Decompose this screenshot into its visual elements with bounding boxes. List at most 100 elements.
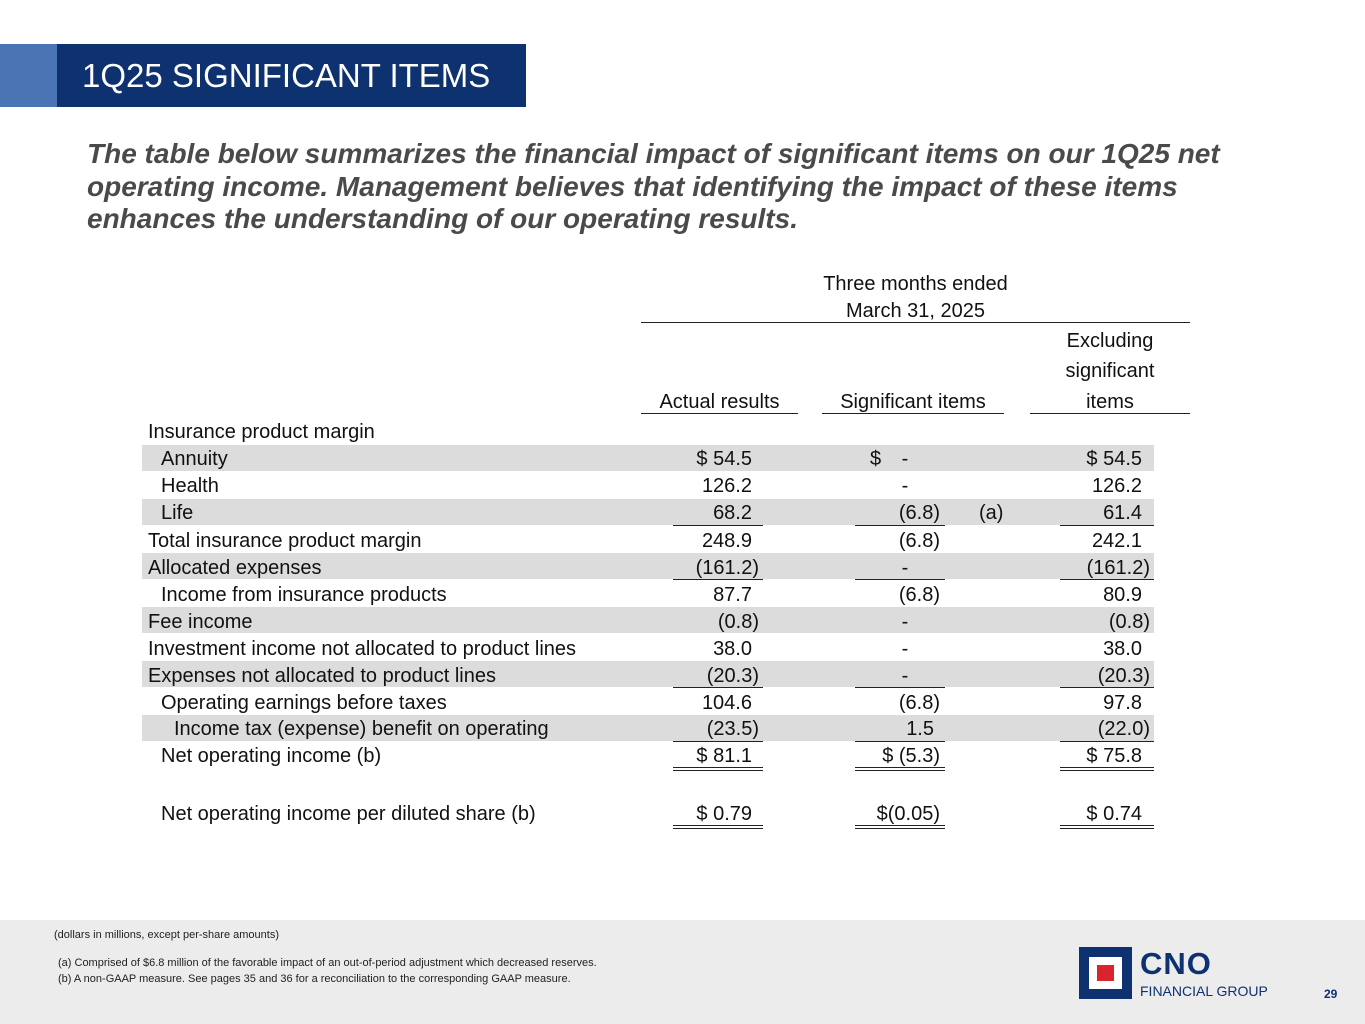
units-note: (dollars in millions, except per-share a… bbox=[54, 929, 279, 941]
column-rule-actual bbox=[641, 413, 798, 414]
cell-income-insurance-significant: (6.8) bbox=[898, 584, 940, 606]
column-header-excluding-line2: significant bbox=[1065, 360, 1155, 382]
footer-panel bbox=[0, 920, 1365, 1024]
row-label-net-operating-income: Net operating income (b) bbox=[161, 745, 382, 767]
cell-health-significant: - bbox=[901, 475, 909, 497]
row-stripe bbox=[142, 499, 1154, 525]
cell-operating-earnings-significant: (6.8) bbox=[898, 692, 940, 714]
column-header-excluding-line1: Excluding bbox=[1066, 330, 1154, 352]
underline bbox=[855, 525, 945, 526]
footnote-ref-a: (a) bbox=[979, 502, 1004, 524]
cell-fee-income-excluding: (0.8) bbox=[1108, 611, 1150, 633]
row-label-fee-income: Fee income bbox=[148, 611, 253, 633]
cell-net-operating-income-significant: $ (5.3) bbox=[882, 745, 940, 767]
row-label-annuity: Annuity bbox=[161, 448, 228, 470]
cell-total-margin-excluding: 242.1 bbox=[1091, 530, 1142, 552]
row-label-operating-earnings: Operating earnings before taxes bbox=[161, 692, 447, 714]
cell-income-tax-excluding: (22.0) bbox=[1097, 718, 1150, 740]
period-header-line2: March 31, 2025 bbox=[846, 300, 985, 322]
row-stripe bbox=[142, 715, 1154, 741]
column-header-excluding-line3: items bbox=[1086, 391, 1134, 413]
row-stripe bbox=[142, 445, 1154, 471]
cell-net-operating-income-actual: $ 81.1 bbox=[696, 745, 752, 767]
section-heading-insurance-margin: Insurance product margin bbox=[148, 421, 375, 443]
cell-total-margin-actual: 248.9 bbox=[701, 530, 752, 552]
period-header-line1: Three months ended bbox=[823, 273, 1008, 295]
underline bbox=[855, 687, 945, 688]
cell-health-excluding: 126.2 bbox=[1091, 475, 1142, 497]
footnote-a: (a) Comprised of $6.8 million of the fav… bbox=[58, 957, 597, 969]
cell-life-excluding: 61.4 bbox=[1103, 502, 1142, 524]
row-stripe bbox=[142, 553, 1154, 579]
row-label-investment-income: Investment income not allocated to produ… bbox=[148, 638, 577, 660]
cell-operating-earnings-excluding: 97.8 bbox=[1103, 692, 1142, 714]
logo-wordmark: CNO bbox=[1140, 946, 1212, 981]
cell-per-share-excluding: $ 0.74 bbox=[1086, 803, 1142, 825]
underline bbox=[1060, 525, 1154, 526]
row-label-per-share: Net operating income per diluted share (… bbox=[161, 803, 536, 825]
cell-income-insurance-actual: 87.7 bbox=[713, 584, 752, 606]
cell-expenses-not-allocated-significant: - bbox=[901, 665, 909, 687]
page-number: 29 bbox=[1324, 987, 1338, 1001]
row-label-allocated-expenses: Allocated expenses bbox=[148, 557, 322, 579]
column-header-actual: Actual results bbox=[659, 391, 780, 413]
cell-expenses-not-allocated-actual: (20.3) bbox=[706, 665, 759, 687]
column-header-significant: Significant items bbox=[840, 391, 986, 413]
cell-annuity-significant-currency: $ bbox=[870, 448, 882, 470]
row-label-income-insurance-products: Income from insurance products bbox=[161, 584, 447, 606]
row-label-expenses-not-allocated: Expenses not allocated to product lines bbox=[148, 665, 496, 687]
cell-annuity-significant: - bbox=[901, 448, 909, 470]
column-rule-excluding bbox=[1030, 413, 1190, 414]
row-label-total-insurance-margin: Total insurance product margin bbox=[148, 530, 422, 552]
double-underline bbox=[855, 767, 945, 771]
cell-life-significant: (6.8) bbox=[898, 502, 940, 524]
cell-allocated-expenses-significant: - bbox=[901, 557, 909, 579]
cell-investment-income-actual: 38.0 bbox=[713, 638, 752, 660]
page-title: 1Q25 SIGNIFICANT ITEMS bbox=[57, 44, 526, 107]
row-stripe bbox=[142, 661, 1154, 687]
row-stripe bbox=[142, 607, 1154, 633]
underline bbox=[673, 579, 763, 580]
column-rule-significant bbox=[822, 413, 1004, 414]
cell-annuity-actual: $ 54.5 bbox=[696, 448, 752, 470]
cell-per-share-actual: $ 0.79 bbox=[696, 803, 752, 825]
cell-income-tax-significant: 1.5 bbox=[906, 718, 934, 740]
cell-allocated-expenses-actual: (161.2) bbox=[695, 557, 759, 579]
double-underline bbox=[1060, 767, 1154, 771]
cell-per-share-significant: $(0.05) bbox=[876, 803, 940, 825]
underline bbox=[673, 687, 763, 688]
cno-logo-icon bbox=[1079, 947, 1132, 999]
underline bbox=[1060, 579, 1154, 580]
underline bbox=[673, 525, 763, 526]
row-label-health: Health bbox=[161, 475, 219, 497]
logo-subtitle: FINANCIAL GROUP bbox=[1140, 983, 1268, 999]
underline bbox=[1060, 687, 1154, 688]
cell-expenses-not-allocated-excluding: (20.3) bbox=[1097, 665, 1150, 687]
cell-net-operating-income-excluding: $ 75.8 bbox=[1086, 745, 1142, 767]
row-label-income-tax: Income tax (expense) benefit on operatin… bbox=[174, 718, 549, 740]
underline bbox=[855, 579, 945, 580]
cell-total-margin-significant: (6.8) bbox=[898, 530, 940, 552]
double-underline bbox=[855, 825, 945, 829]
title-accent-bar bbox=[0, 44, 57, 107]
intro-paragraph: The table below summarizes the financial… bbox=[87, 138, 1220, 234]
cell-annuity-excluding: $ 54.5 bbox=[1086, 448, 1142, 470]
cell-investment-income-significant: - bbox=[901, 638, 909, 660]
underline bbox=[1060, 741, 1154, 742]
cell-income-insurance-excluding: 80.9 bbox=[1103, 584, 1142, 606]
cell-fee-income-significant: - bbox=[901, 611, 909, 633]
cell-income-tax-actual: (23.5) bbox=[706, 718, 759, 740]
cell-fee-income-actual: (0.8) bbox=[717, 611, 759, 633]
footnote-b: (b) A non-GAAP measure. See pages 35 and… bbox=[58, 973, 571, 985]
double-underline bbox=[673, 825, 763, 829]
cell-investment-income-excluding: 38.0 bbox=[1103, 638, 1142, 660]
cell-operating-earnings-actual: 104.6 bbox=[701, 692, 752, 714]
row-label-life: Life bbox=[161, 502, 194, 524]
period-header-rule bbox=[641, 322, 1190, 323]
underline bbox=[673, 741, 763, 742]
cell-allocated-expenses-excluding: (161.2) bbox=[1086, 557, 1150, 579]
double-underline bbox=[1060, 825, 1154, 829]
cell-health-actual: 126.2 bbox=[701, 475, 752, 497]
cell-life-actual: 68.2 bbox=[713, 502, 752, 524]
underline bbox=[855, 741, 945, 742]
